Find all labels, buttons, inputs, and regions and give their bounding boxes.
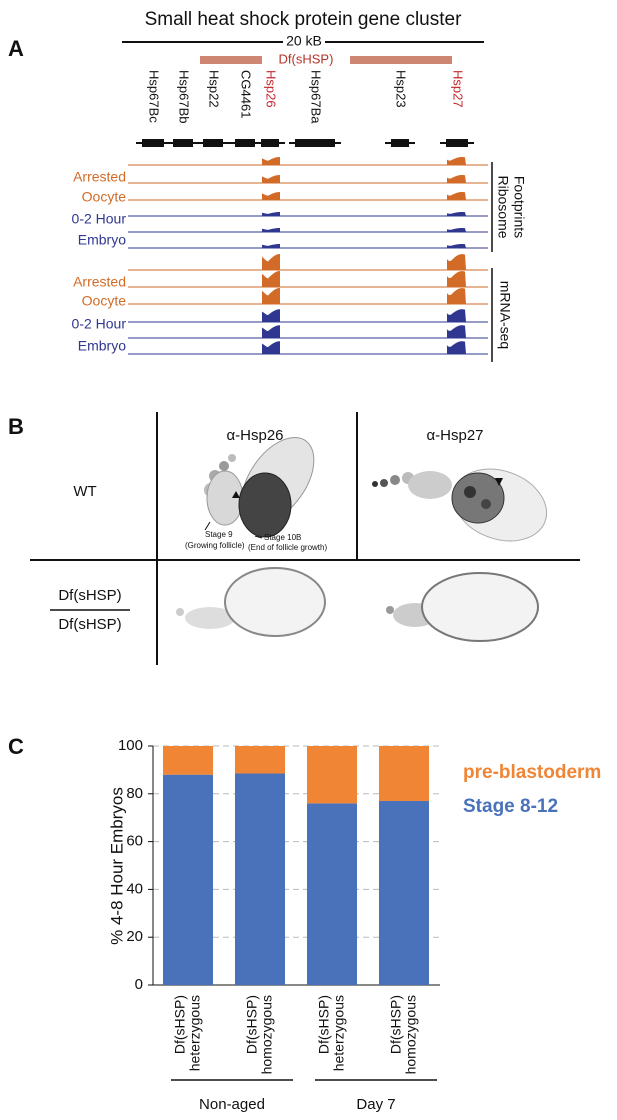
coverage (447, 192, 466, 200)
group-label: Day 7 (356, 1096, 395, 1113)
annotation: Stage 9 (205, 530, 233, 539)
coverage (447, 288, 466, 304)
y-tick-label: 100 (118, 737, 143, 754)
annotation: (End of follicle growth) (248, 543, 327, 552)
x-tick-label: Df(sHSP) (172, 995, 188, 1054)
legend-entry: pre-blastoderm (463, 762, 601, 783)
x-tick-label: homozygous (403, 995, 419, 1074)
side-label: Ribosome (495, 175, 511, 238)
gene-label: Hsp22 (207, 70, 222, 108)
track-label: Embryo (78, 232, 126, 248)
coverage (447, 254, 466, 270)
micrograph (176, 437, 548, 642)
coverage (262, 271, 280, 287)
coverage (262, 341, 280, 354)
deletion-label: Df(sHSP) (279, 51, 334, 66)
bar-segment (379, 746, 429, 801)
x-tick-label: heterzygous (187, 995, 203, 1071)
coverage (262, 212, 280, 216)
y-tick-label: 60 (126, 833, 143, 850)
coverage (262, 288, 280, 304)
x-tick-label: Df(sHSP) (316, 995, 332, 1054)
coverage (447, 271, 466, 287)
gene-label: Hsp23 (394, 70, 409, 108)
panel-label: A (8, 36, 24, 61)
x-tick-label: Df(sHSP) (388, 995, 404, 1054)
annotation: (Growing follicle) (185, 541, 245, 550)
coverage (262, 254, 280, 270)
bar-segment (307, 746, 357, 804)
coverage (262, 325, 280, 338)
deletion-bg (262, 50, 350, 68)
track-label: Arrested (73, 169, 126, 185)
track-label: Arrested (73, 274, 126, 290)
panel-label: B (8, 414, 24, 439)
y-axis-label: % 4-8 Hour Embryos (107, 787, 126, 945)
coverage (447, 175, 466, 183)
coverage (447, 309, 466, 322)
track-label: 0-2 Hour (72, 211, 127, 227)
group-label: Non-aged (199, 1096, 265, 1113)
legend-entry: Stage 8-12 (463, 796, 558, 817)
track-label: Oocyte (82, 189, 127, 205)
x-tick-label: heterzygous (331, 995, 347, 1071)
panel-label: C (8, 734, 24, 759)
x-tick-label: homozygous (259, 995, 275, 1074)
column-header: α-Hsp27 (426, 427, 483, 444)
row-header: WT (73, 483, 96, 500)
coverage (262, 228, 280, 232)
row-header: Df(sHSP) (58, 587, 121, 604)
scale-label: 20 kB (286, 33, 322, 49)
coverage (447, 228, 466, 232)
gene-label: Hsp67Ba (309, 70, 324, 124)
side-label: Footprints (511, 176, 527, 238)
coverage (447, 212, 466, 216)
coverage (262, 244, 280, 248)
annotation: Stage 10B (264, 533, 301, 542)
bar-segment (235, 773, 285, 985)
coverage (262, 309, 280, 322)
gene-label: Hsp67Bc (147, 70, 162, 123)
coverage (262, 192, 280, 200)
bar-segment (163, 774, 213, 985)
coverage (262, 157, 280, 165)
y-tick-label: 80 (126, 785, 143, 802)
bar-segment (235, 746, 285, 774)
panel-title: Small heat shock protein gene cluster (145, 9, 463, 30)
y-tick-label: 40 (126, 880, 143, 897)
coverage (262, 175, 280, 183)
y-tick-label: 20 (126, 928, 143, 945)
scale-bg (283, 34, 325, 50)
row-header: Df(sHSP) (58, 616, 121, 633)
bar-segment (307, 803, 357, 985)
column-header: α-Hsp26 (226, 427, 283, 444)
gene-label: Hsp27 (451, 70, 466, 108)
bar-segment (379, 800, 429, 985)
track-label: Oocyte (82, 293, 127, 309)
track-label: 0-2 Hour (72, 316, 127, 332)
coverage (447, 325, 466, 338)
gene-label: Hsp67Bb (177, 70, 192, 123)
y-tick-label: 0 (135, 976, 143, 993)
coverage (447, 244, 466, 248)
gene-label: Hsp26 (264, 70, 279, 108)
gene-label: CG4461 (239, 70, 254, 118)
coverage (447, 341, 466, 354)
side-label: mRNA-seq (497, 281, 513, 349)
bar-segment (163, 746, 213, 775)
track-label: Embryo (78, 338, 126, 354)
x-tick-label: Df(sHSP) (244, 995, 260, 1054)
coverage (447, 157, 466, 165)
